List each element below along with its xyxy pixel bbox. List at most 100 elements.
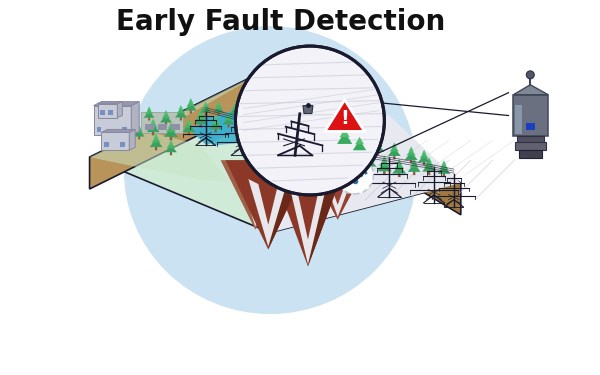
Polygon shape <box>388 148 401 156</box>
Polygon shape <box>270 68 461 215</box>
Polygon shape <box>131 102 139 135</box>
Polygon shape <box>137 125 142 129</box>
Polygon shape <box>196 112 206 119</box>
Polygon shape <box>337 142 343 148</box>
Polygon shape <box>200 106 211 113</box>
Bar <box>104 142 109 147</box>
Polygon shape <box>101 132 129 150</box>
Polygon shape <box>232 104 239 110</box>
Polygon shape <box>424 160 434 167</box>
Polygon shape <box>347 154 362 164</box>
Polygon shape <box>316 141 325 147</box>
Polygon shape <box>168 122 174 128</box>
Polygon shape <box>211 118 220 124</box>
Polygon shape <box>199 98 272 146</box>
Polygon shape <box>405 152 418 160</box>
Polygon shape <box>213 106 224 113</box>
Polygon shape <box>437 165 451 174</box>
Polygon shape <box>305 160 370 220</box>
Polygon shape <box>251 119 260 126</box>
Polygon shape <box>148 117 150 120</box>
Polygon shape <box>349 151 360 158</box>
Polygon shape <box>268 160 310 249</box>
Polygon shape <box>410 161 419 167</box>
Polygon shape <box>397 159 402 165</box>
Polygon shape <box>423 161 425 165</box>
Polygon shape <box>89 68 461 232</box>
Polygon shape <box>213 116 218 121</box>
Polygon shape <box>355 139 368 147</box>
Polygon shape <box>209 121 222 129</box>
Polygon shape <box>254 129 257 134</box>
Polygon shape <box>379 159 389 166</box>
Polygon shape <box>394 162 404 169</box>
Polygon shape <box>118 102 122 117</box>
Polygon shape <box>390 145 399 152</box>
Polygon shape <box>167 142 175 148</box>
Polygon shape <box>313 144 326 152</box>
Polygon shape <box>164 128 178 137</box>
Polygon shape <box>333 148 347 157</box>
Polygon shape <box>165 121 167 126</box>
Polygon shape <box>240 110 245 115</box>
Polygon shape <box>362 158 376 166</box>
Polygon shape <box>410 159 412 163</box>
Polygon shape <box>353 162 356 167</box>
Circle shape <box>261 136 309 184</box>
Polygon shape <box>189 122 221 146</box>
Polygon shape <box>160 115 172 123</box>
Polygon shape <box>234 113 236 117</box>
Polygon shape <box>236 115 248 123</box>
Polygon shape <box>352 148 358 154</box>
Polygon shape <box>319 151 321 155</box>
Polygon shape <box>185 103 197 111</box>
Polygon shape <box>89 68 275 232</box>
Polygon shape <box>370 143 385 152</box>
Polygon shape <box>170 151 172 155</box>
Polygon shape <box>241 121 244 126</box>
Polygon shape <box>223 117 235 124</box>
Polygon shape <box>270 106 461 232</box>
Polygon shape <box>353 140 366 150</box>
Polygon shape <box>184 121 193 128</box>
Polygon shape <box>203 101 208 106</box>
Polygon shape <box>393 155 395 159</box>
Polygon shape <box>407 149 416 156</box>
Polygon shape <box>442 160 446 165</box>
Polygon shape <box>409 146 414 152</box>
Polygon shape <box>377 162 392 171</box>
Bar <box>515 105 523 134</box>
Polygon shape <box>514 95 548 136</box>
Polygon shape <box>175 110 187 117</box>
Polygon shape <box>357 136 366 142</box>
Polygon shape <box>199 123 202 128</box>
Polygon shape <box>218 112 256 134</box>
Polygon shape <box>101 129 135 132</box>
Polygon shape <box>152 136 161 142</box>
Bar <box>145 124 154 130</box>
Polygon shape <box>325 180 352 217</box>
Polygon shape <box>145 108 153 114</box>
Polygon shape <box>334 146 336 150</box>
Polygon shape <box>520 150 542 158</box>
Bar <box>100 110 106 114</box>
Polygon shape <box>443 172 445 177</box>
Polygon shape <box>179 105 183 110</box>
Polygon shape <box>98 102 122 104</box>
Polygon shape <box>303 106 313 114</box>
Polygon shape <box>413 171 415 175</box>
Polygon shape <box>218 112 220 116</box>
Polygon shape <box>198 110 203 115</box>
Polygon shape <box>204 117 236 137</box>
Polygon shape <box>94 106 131 135</box>
Polygon shape <box>129 129 135 150</box>
Polygon shape <box>420 152 428 158</box>
Polygon shape <box>230 107 241 114</box>
Polygon shape <box>392 142 397 148</box>
Ellipse shape <box>124 26 416 314</box>
Polygon shape <box>338 155 341 160</box>
Bar <box>109 110 113 114</box>
Polygon shape <box>325 100 365 131</box>
Polygon shape <box>164 110 169 115</box>
Polygon shape <box>149 121 158 128</box>
